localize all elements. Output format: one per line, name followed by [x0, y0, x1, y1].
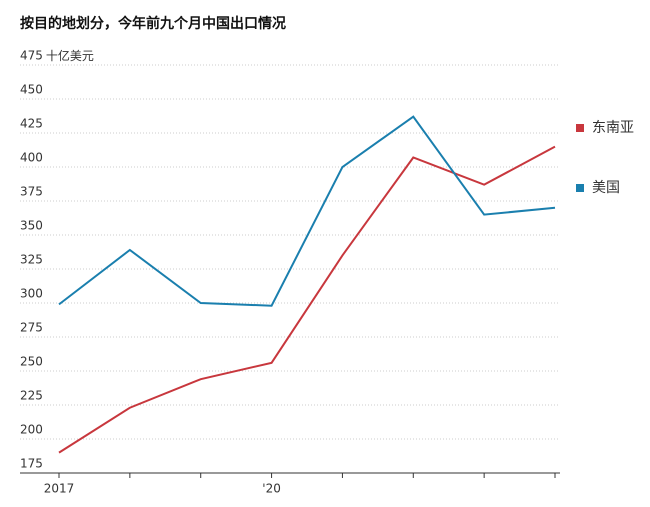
x-tick-label: 2017 — [44, 482, 75, 496]
x-tick-label: '20 — [262, 482, 281, 496]
series-line — [58, 145, 556, 454]
y-tick-label: 425 — [20, 117, 43, 131]
legend-swatch — [576, 124, 584, 132]
legend-label: 东南亚 — [592, 120, 634, 136]
y-tick-label: 400 — [20, 151, 43, 165]
y-tick-label: 275 — [20, 321, 43, 335]
chart-title: 按目的地划分，今年前九个月中国出口情况 — [20, 15, 286, 32]
y-tick-label: 450 — [20, 83, 43, 97]
series-line — [58, 115, 556, 307]
legend-swatch — [576, 184, 584, 192]
y-tick-label: 300 — [20, 287, 43, 301]
y-tick-label: 350 — [20, 219, 43, 233]
y-tick-label: 475 十亿美元 — [20, 48, 94, 63]
y-tick-label: 250 — [20, 355, 43, 369]
y-axis-label: 十亿美元 — [46, 48, 94, 63]
legend-label: 美国 — [592, 180, 620, 196]
y-tick-label: 325 — [20, 253, 43, 267]
y-tick-label: 200 — [20, 423, 43, 437]
y-tick-label: 175 — [20, 457, 43, 471]
y-tick-label: 375 — [20, 185, 43, 199]
y-tick-label: 225 — [20, 389, 43, 403]
